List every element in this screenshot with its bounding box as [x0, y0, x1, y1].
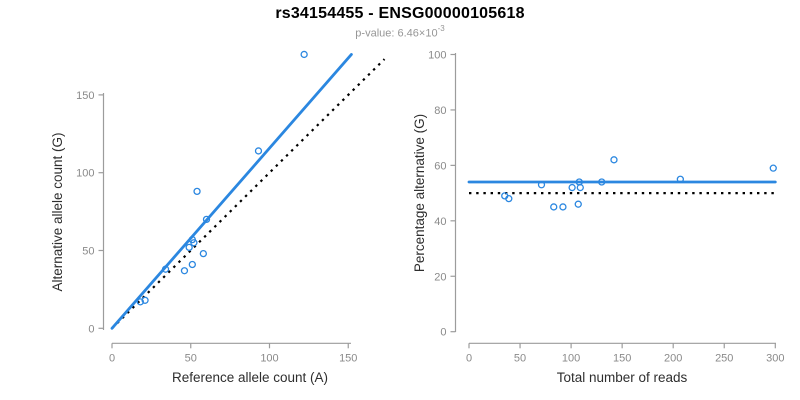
- data-point: [568, 183, 576, 192]
- y-tick-label: 0: [440, 327, 446, 339]
- x-tick-label: 300: [766, 352, 784, 364]
- right-scatter-chart: 0 50 100 150 200 250 300 0 20 40 60 80 100 Total numb…: [412, 50, 784, 386]
- y-tick-label: 60: [434, 160, 446, 172]
- pvalue-text: p-value: 6.46×10: [355, 27, 438, 40]
- data-point: [598, 178, 606, 186]
- chart-subtitle: p-value: 6.46×10-3: [0, 24, 800, 40]
- data-point: [559, 203, 567, 211]
- x-tick-label: 150: [613, 352, 631, 364]
- data-point: [254, 147, 263, 155]
- y-axis-title: Percentage alternative (G): [412, 114, 427, 272]
- data-point: [185, 243, 193, 252]
- x-tick-label: 0: [109, 352, 115, 364]
- data-point: [161, 265, 170, 273]
- y-tick-label: 0: [88, 323, 94, 335]
- data-point: [180, 267, 189, 275]
- x-tick-label: 100: [562, 352, 580, 364]
- left-scatter-chart: 0 50 100 150 0 50 100 150 Reference allele count…: [50, 50, 386, 385]
- x-tick-label: 150: [339, 352, 357, 364]
- y-tick-label: 80: [434, 105, 446, 117]
- x-axis-title: Reference allele count (A): [172, 370, 328, 385]
- data-point: [300, 50, 308, 59]
- data-point: [190, 239, 198, 247]
- data-point: [202, 215, 211, 224]
- data-point: [188, 260, 196, 269]
- y-tick-label: 50: [82, 246, 94, 258]
- chart-title: rs34154455 - ENSG00000105618: [275, 5, 525, 22]
- x-tick-label: 200: [664, 352, 682, 364]
- fit-line: [110, 53, 353, 330]
- data-point: [141, 296, 149, 304]
- x-tick-label: 250: [715, 352, 733, 364]
- x-tick-label: 50: [514, 352, 526, 364]
- data-point: [537, 181, 546, 189]
- data-point: [505, 194, 513, 203]
- data-point: [610, 156, 618, 164]
- x-tick-label: 50: [185, 352, 197, 364]
- data-point: [136, 298, 145, 306]
- data-point: [576, 183, 584, 192]
- x-tick-label: 100: [260, 352, 278, 364]
- x-axis-title: Total number of reads: [557, 370, 688, 385]
- data-point: [676, 175, 684, 183]
- data-point: [574, 200, 582, 208]
- y-tick-label: 150: [76, 90, 94, 102]
- y-tick-label: 40: [434, 216, 446, 228]
- reference-dotted-line: [111, 58, 386, 330]
- pvalue-exponent: -3: [437, 24, 445, 33]
- data-point: [193, 187, 201, 196]
- data-point: [769, 164, 777, 172]
- y-tick-label: 100: [76, 168, 94, 180]
- data-point: [199, 249, 208, 258]
- x-tick-label: 0: [466, 352, 472, 364]
- y-tick-label: 20: [434, 271, 446, 283]
- data-point: [550, 203, 558, 211]
- y-tick-label: 100: [428, 50, 446, 62]
- y-axis-title: Alternative allele count (G): [50, 132, 65, 291]
